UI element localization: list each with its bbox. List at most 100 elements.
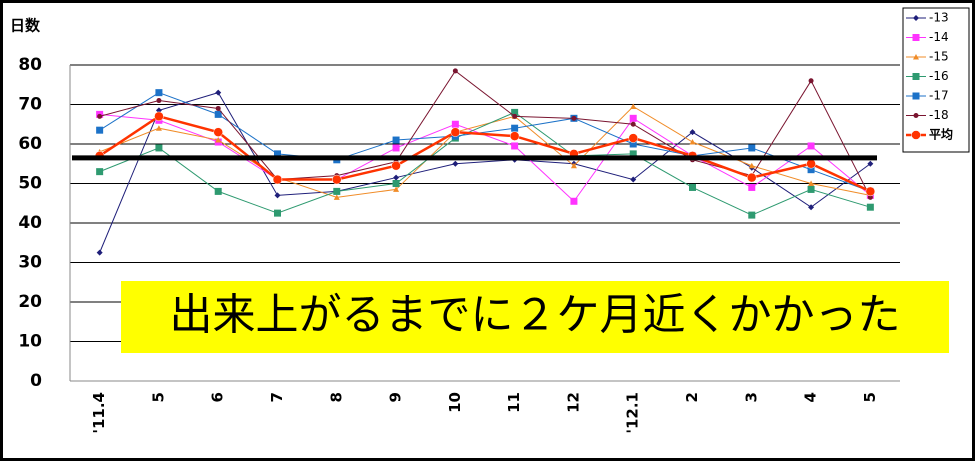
point bbox=[806, 159, 816, 169]
y-tick-label: 40 bbox=[18, 213, 42, 233]
point bbox=[215, 105, 221, 111]
point bbox=[570, 162, 577, 169]
x-tick-label: '12.1 bbox=[624, 392, 642, 434]
point bbox=[154, 111, 164, 122]
point bbox=[808, 180, 815, 186]
point bbox=[214, 110, 222, 118]
point bbox=[808, 204, 815, 211]
point bbox=[629, 140, 637, 148]
point bbox=[451, 120, 459, 128]
x-tick-label: 8 bbox=[327, 392, 345, 402]
legend-label: -18 bbox=[929, 108, 949, 122]
point bbox=[911, 130, 921, 140]
y-tick-label: 70 bbox=[18, 95, 42, 115]
x-tick-label: 9 bbox=[387, 392, 405, 402]
point bbox=[748, 162, 755, 169]
point bbox=[214, 187, 222, 195]
point bbox=[392, 144, 400, 152]
y-tick-label: 80 bbox=[18, 55, 42, 75]
point bbox=[155, 144, 163, 152]
y-axis-title: 日数 bbox=[10, 17, 41, 35]
point bbox=[392, 136, 400, 144]
y-tick-label: 50 bbox=[18, 174, 42, 194]
point bbox=[155, 125, 162, 131]
point bbox=[748, 183, 756, 191]
point bbox=[215, 89, 222, 96]
point bbox=[511, 124, 519, 132]
x-tick-label: 3 bbox=[742, 392, 760, 402]
point bbox=[393, 186, 400, 192]
point bbox=[913, 113, 919, 118]
y-tick-label: 20 bbox=[18, 292, 42, 312]
annotation: 出来上がるまでに２ケ月近くかかった bbox=[170, 291, 901, 341]
point bbox=[629, 150, 637, 158]
point bbox=[512, 113, 518, 119]
point bbox=[274, 192, 281, 199]
point bbox=[747, 172, 757, 183]
point bbox=[689, 129, 696, 136]
x-tick-label: 5 bbox=[149, 392, 167, 402]
point bbox=[452, 68, 458, 74]
point bbox=[630, 121, 636, 127]
x-tick-label: 4 bbox=[802, 392, 820, 402]
series-line bbox=[99, 111, 871, 216]
series-line bbox=[99, 105, 871, 198]
point bbox=[96, 168, 104, 176]
series-line bbox=[98, 114, 871, 193]
point bbox=[511, 108, 519, 116]
legend-label: 平均 bbox=[929, 127, 953, 142]
legend-label: -16 bbox=[929, 69, 949, 83]
point bbox=[333, 187, 341, 195]
point bbox=[867, 160, 874, 167]
y-tick-label: 30 bbox=[18, 253, 42, 273]
point bbox=[913, 15, 919, 21]
point bbox=[807, 142, 815, 150]
point bbox=[97, 113, 103, 119]
x-tick-label: 2 bbox=[683, 392, 701, 402]
point bbox=[509, 131, 520, 141]
point bbox=[332, 174, 342, 185]
point bbox=[272, 174, 283, 185]
point bbox=[867, 194, 873, 200]
point bbox=[912, 92, 920, 100]
point bbox=[748, 211, 756, 219]
legend-label: -17 bbox=[929, 89, 949, 103]
point bbox=[213, 127, 223, 137]
point bbox=[570, 197, 578, 205]
x-tick-label: 6 bbox=[209, 392, 227, 402]
point bbox=[155, 89, 163, 97]
point bbox=[689, 139, 696, 145]
point bbox=[629, 114, 637, 122]
point bbox=[807, 166, 815, 174]
point bbox=[452, 160, 459, 167]
point bbox=[748, 144, 756, 152]
x-tick-label: 12 bbox=[564, 392, 582, 413]
point bbox=[96, 126, 104, 134]
point bbox=[511, 142, 519, 150]
point bbox=[333, 194, 340, 200]
point bbox=[912, 73, 920, 80]
legend-label: -15 bbox=[929, 50, 949, 64]
legend-label: -14 bbox=[929, 30, 949, 44]
point bbox=[274, 209, 281, 217]
point bbox=[865, 186, 876, 197]
point bbox=[392, 180, 400, 187]
point bbox=[156, 98, 162, 104]
point bbox=[215, 137, 222, 143]
point bbox=[807, 185, 815, 193]
point bbox=[96, 249, 103, 256]
point bbox=[391, 160, 401, 171]
point bbox=[912, 34, 920, 41]
point bbox=[808, 78, 814, 84]
x-tick-label: 5 bbox=[861, 392, 879, 402]
point bbox=[630, 176, 637, 183]
point bbox=[913, 54, 919, 60]
y-tick-label: 10 bbox=[18, 332, 42, 352]
x-tick-label: '11.4 bbox=[90, 392, 108, 434]
point bbox=[450, 127, 461, 137]
point bbox=[393, 174, 400, 181]
x-tick-label: 10 bbox=[446, 392, 464, 413]
point bbox=[628, 133, 638, 143]
